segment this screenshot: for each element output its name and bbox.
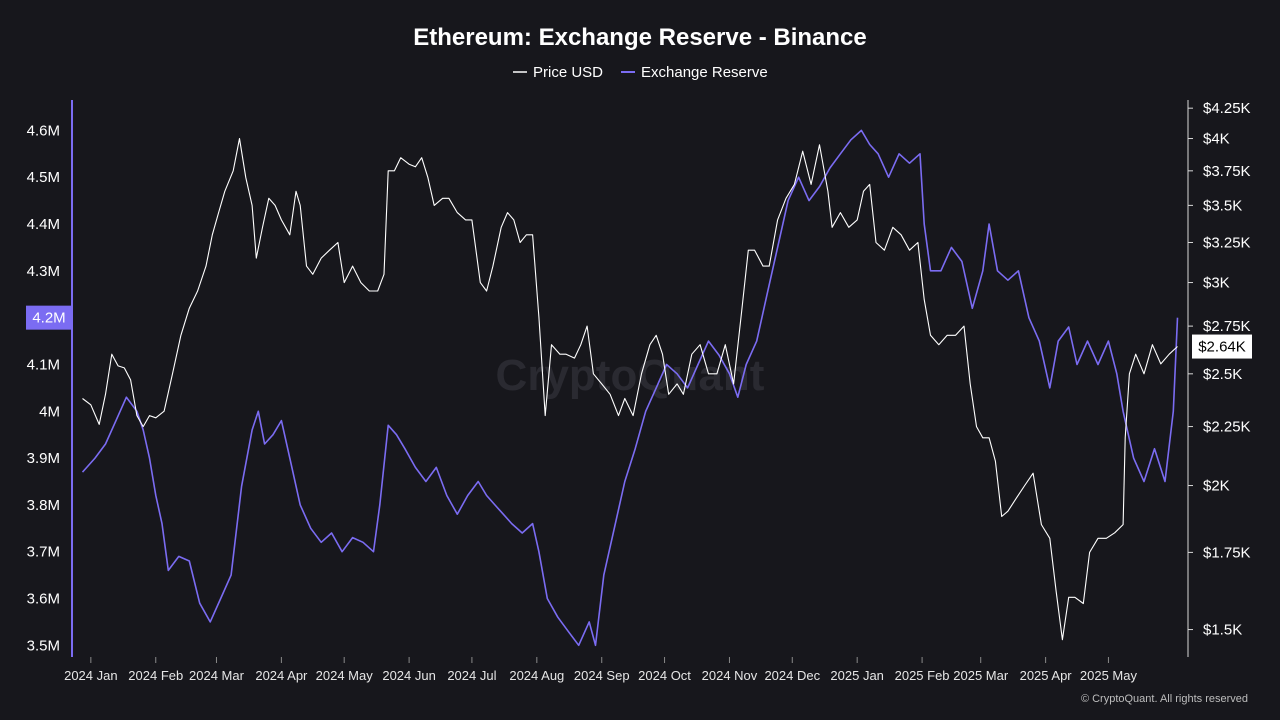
right-tick-label: $2.25K (1203, 419, 1251, 436)
legend-label-price[interactable]: Price USD (533, 64, 603, 81)
exchange-reserve-line (81, 129, 1179, 647)
right-tick-label: $3.75K (1203, 163, 1251, 180)
legend: Price USD Exchange Reserve (513, 64, 768, 81)
left-current-badge-bg (26, 305, 72, 330)
right-current-badge-bg (1192, 334, 1252, 359)
left-current-badge: 4.2M (26, 305, 72, 330)
x-tick-label: 2024 Sep (574, 668, 630, 683)
legend-label-reserve[interactable]: Exchange Reserve (641, 64, 768, 81)
copyright: © CryptoQuant. All rights reserved (1081, 693, 1248, 705)
left-current-value: 4.2M (32, 310, 65, 327)
left-tick-label: 3.8M (27, 497, 60, 514)
right-tick-label: $4K (1203, 131, 1230, 148)
right-tick-label: $2.75K (1203, 318, 1251, 335)
x-tick-label: 2025 May (1080, 668, 1138, 683)
watermark: CryptoQuant (496, 351, 765, 400)
right-current-value: $2.64K (1198, 339, 1246, 356)
left-tick-label: 4.3M (27, 263, 60, 280)
left-tick-label: 3.5M (27, 637, 60, 654)
left-tick-label: 4.5M (27, 169, 60, 186)
x-tick-label: 2024 Dec (764, 668, 820, 683)
left-tick-label: 3.6M (27, 590, 60, 607)
right-tick-label: $3.5K (1203, 197, 1242, 214)
x-tick-label: 2025 Apr (1020, 668, 1073, 683)
x-tick-label: 2024 Oct (638, 668, 691, 683)
x-tick-label: 2024 Apr (255, 668, 308, 683)
right-tick-label: $2K (1203, 478, 1230, 495)
x-tick-label: 2024 May (316, 668, 374, 683)
right-tick-label: $3.25K (1203, 234, 1251, 251)
x-axis-ticks: 2024 Jan 2024 Feb 2024 Mar 2024 Apr 2024 May… (64, 657, 1137, 683)
x-tick-label: 2024 Jun (382, 668, 436, 683)
right-tick-label: $3K (1203, 275, 1230, 292)
x-tick-label: 2024 Nov (702, 668, 758, 683)
x-tick-label: 2025 Mar (953, 668, 1009, 683)
x-tick-label: 2024 Mar (189, 668, 245, 683)
left-tick-label: 4M (39, 403, 60, 420)
right-axis-ticks: $1.5K $1.75K $2K $2.25K $2.5K $2.75K $3K $3.25K… (1188, 100, 1251, 639)
right-tick-label: $4.25K (1203, 100, 1251, 117)
left-tick-label: 3.9M (27, 450, 60, 467)
chart-title: Ethereum: Exchange Reserve - Binance (413, 24, 867, 51)
left-tick-label: 4.4M (27, 216, 60, 233)
x-tick-label: 2024 Aug (509, 668, 564, 683)
x-tick-label: 2025 Jan (830, 668, 884, 683)
x-tick-label: 2025 Feb (895, 668, 950, 683)
x-tick-label: 2024 Jan (64, 668, 118, 683)
price-usd-line (82, 137, 1178, 641)
left-tick-label: 4.6M (27, 122, 60, 139)
x-tick-label: 2024 Feb (128, 668, 183, 683)
right-tick-label: $2.5K (1203, 366, 1242, 383)
series-layer (81, 129, 1179, 647)
x-tick-label: 2024 Jul (447, 668, 496, 683)
left-tick-label: 3.7M (27, 544, 60, 561)
left-tick-label: 4.1M (27, 356, 60, 373)
right-tick-label: $1.75K (1203, 544, 1251, 561)
right-tick-label: $1.5K (1203, 622, 1242, 639)
left-axis-ticks: 3.5M3.6M3.7M3.8M3.9M4M4.1M4.2M4.3M4.4M4.… (27, 122, 60, 654)
right-current-badge: $2.64K (1192, 334, 1252, 359)
